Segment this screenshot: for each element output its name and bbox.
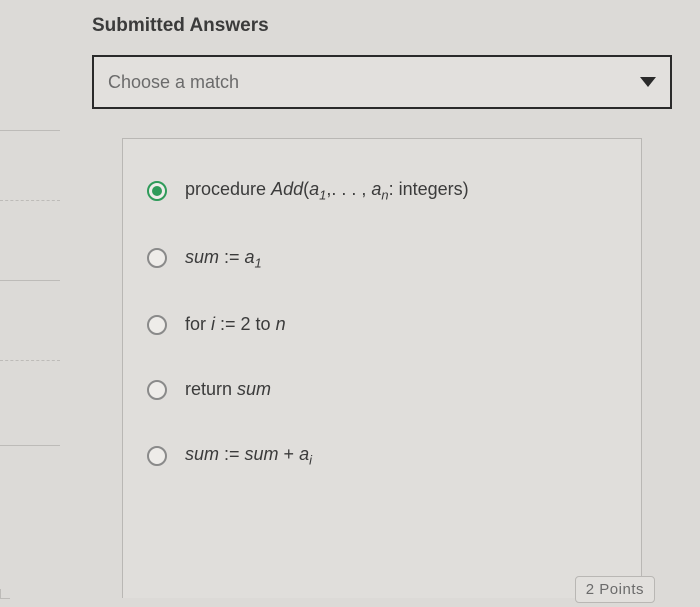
chevron-down-icon <box>640 77 656 87</box>
option-label: return sum <box>185 379 271 400</box>
decorative-line <box>0 360 60 361</box>
radio-icon[interactable] <box>147 446 167 466</box>
options-panel: procedure Add(a1,. . . , an: integers) su… <box>122 138 642 598</box>
decorative-line <box>0 130 60 131</box>
option-row[interactable]: sum := a1 <box>123 225 641 293</box>
match-dropdown[interactable]: Choose a match <box>92 55 672 109</box>
radio-icon[interactable] <box>147 315 167 335</box>
decorative-line <box>0 589 10 599</box>
radio-icon[interactable] <box>147 380 167 400</box>
option-row[interactable]: for i := 2 to n <box>123 292 641 357</box>
option-row[interactable]: return sum <box>123 357 641 422</box>
option-row[interactable]: sum := sum + ai <box>123 422 641 490</box>
option-label: sum := sum + ai <box>185 444 312 468</box>
option-label: sum := a1 <box>185 247 262 271</box>
points-badge: 2 Points <box>575 576 655 603</box>
dropdown-placeholder: Choose a match <box>108 72 640 93</box>
quiz-matching-panel: Submitted Answers Choose a match procedu… <box>0 0 700 607</box>
decorative-line <box>0 200 60 201</box>
radio-icon[interactable] <box>147 181 167 201</box>
section-heading: Submitted Answers <box>92 15 269 37</box>
radio-icon[interactable] <box>147 248 167 268</box>
decorative-line <box>0 280 60 281</box>
decorative-line <box>0 445 60 446</box>
option-label: for i := 2 to n <box>185 314 286 335</box>
option-label: procedure Add(a1,. . . , an: integers) <box>185 179 469 203</box>
option-row[interactable]: procedure Add(a1,. . . , an: integers) <box>123 157 641 225</box>
